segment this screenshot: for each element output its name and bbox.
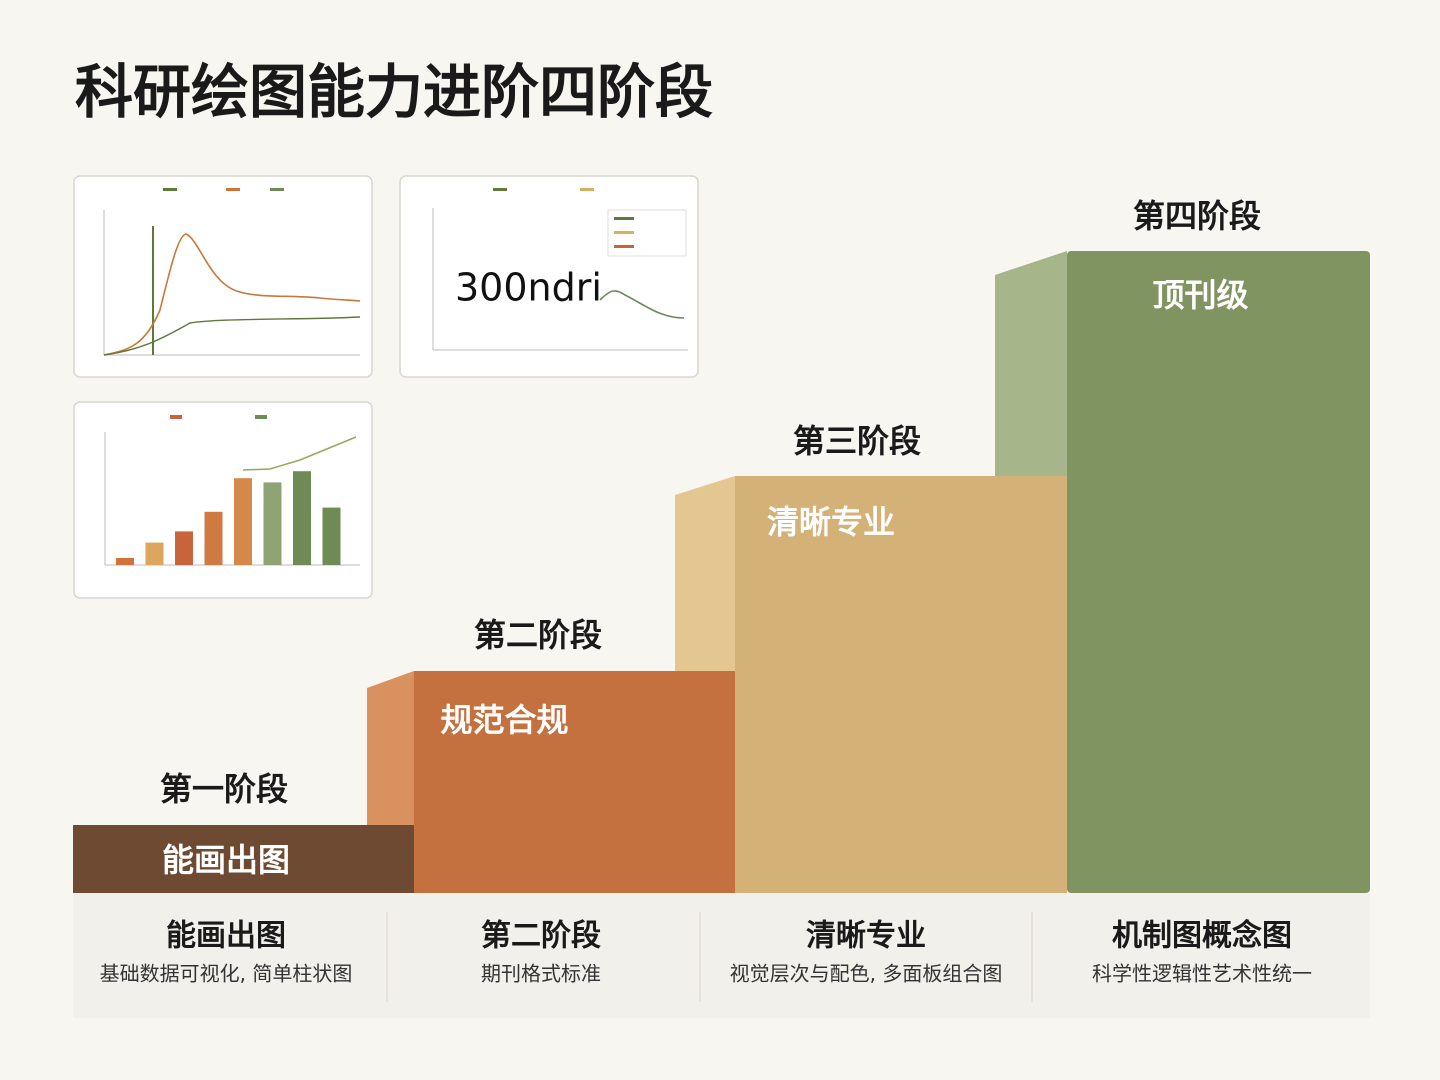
step-side [367,671,414,825]
column-title: 能画出图 [166,919,286,954]
step-side [995,251,1067,476]
thumbnail-line-chart [73,175,373,378]
step-side [675,476,735,671]
column-desc: 基础数据可视化, 简单柱状图 [100,962,353,986]
bar [145,542,164,565]
stage-inner: 能画出图 [162,841,290,879]
stage-inner: 清晰专业 [767,503,895,541]
step [73,825,414,893]
bar [322,507,341,565]
stage-inner: 顶刊级 [1152,276,1248,314]
column-desc: 视觉层次与配色, 多面板组合图 [730,962,1003,986]
stage-label: 第三阶段 [793,422,921,460]
stage-label: 第一阶段 [160,770,288,808]
thumbnail-line-chart-2: 300ndri [399,175,699,378]
column-title: 第二阶段 [481,919,601,954]
column-title: 清晰专业 [806,919,926,954]
stage-label: 第四阶段 [1133,197,1261,235]
bar [204,511,223,565]
stage-inner: 规范合规 [440,701,568,739]
bottom-panel [73,893,1370,1018]
step [735,476,1067,893]
thumbnail-text: 300ndri [455,266,602,310]
step [414,671,735,893]
bar [234,478,252,565]
bar [175,531,193,565]
title: 科研绘图能力进阶四阶段 [75,58,713,126]
bar [116,558,134,565]
bar [263,482,282,565]
column-desc: 期刊格式标准 [481,962,601,986]
step [1067,251,1370,893]
stage-label: 第二阶段 [474,616,602,654]
bar [293,471,311,565]
column-title: 机制图概念图 [1112,919,1292,954]
column-desc: 科学性逻辑性艺术性统一 [1092,962,1312,986]
thumbnail-bar-chart [73,401,373,599]
